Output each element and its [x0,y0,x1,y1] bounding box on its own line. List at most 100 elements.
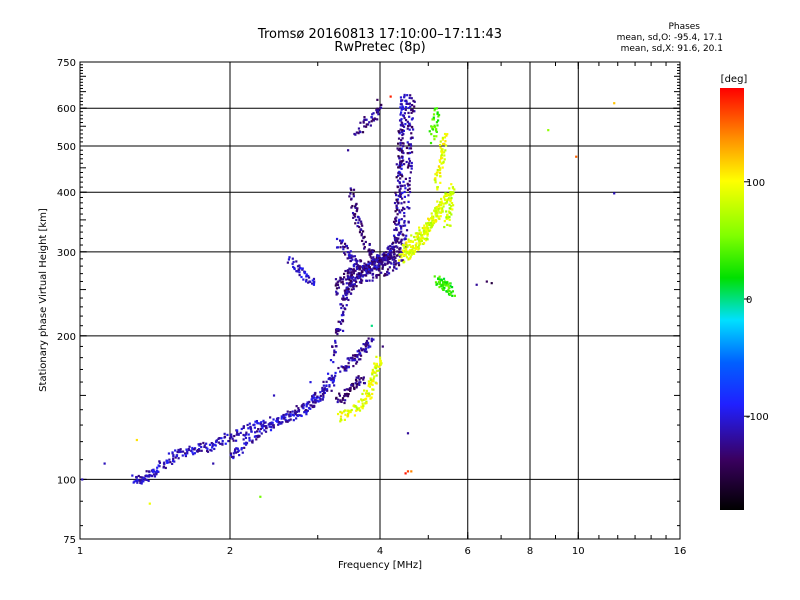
data-point [413,247,416,250]
data-point [186,452,189,455]
data-point [356,264,360,267]
data-point [370,257,373,260]
data-point [398,131,401,134]
data-point [392,245,395,248]
data-point [355,360,359,363]
data-point [451,204,455,207]
data-point [371,392,374,396]
data-point [368,250,371,253]
data-point [400,160,404,163]
data-point [363,118,366,121]
data-point [363,262,366,265]
data-point [361,230,365,233]
data-point [132,481,135,484]
data-point [353,213,357,216]
data-point [312,282,316,285]
data-point [407,194,410,197]
data-point [296,270,299,273]
data-point [288,256,291,259]
data-point [355,263,358,266]
data-point [363,247,366,250]
data-point [435,174,439,177]
data-point [439,181,442,184]
data-point [397,201,400,204]
data-point [350,288,353,291]
data-point [485,280,488,283]
data-point [400,139,403,142]
data-point [103,462,106,465]
data-point [439,146,442,149]
data-point [355,202,358,206]
data-point [445,210,448,213]
data-point [395,205,398,208]
data-point [431,118,434,121]
data-point [445,134,448,137]
data-point [377,265,380,268]
data-point [344,308,347,311]
data-point [365,350,368,353]
data-point [404,237,407,240]
data-point [372,267,375,270]
data-point [305,411,308,414]
data-point [389,255,392,258]
data-point [293,267,296,271]
data-point [334,331,338,334]
data-point [346,251,349,254]
data-point [356,207,359,210]
data-point [391,269,395,272]
data-point [360,347,363,350]
data-point [389,95,392,98]
data-point [426,227,430,230]
data-point [575,155,578,158]
data-point [440,153,443,157]
data-point [371,380,374,383]
data-point [348,282,351,285]
data-point [334,374,337,377]
data-point [337,366,340,370]
data-point [262,423,265,426]
data-point [257,428,260,431]
data-point [447,210,451,213]
data-point [145,470,148,473]
data-point [181,450,185,453]
data-point [334,284,337,287]
data-point [375,374,378,377]
data-point [364,347,368,351]
data-point [171,451,174,454]
data-point [291,257,294,260]
data-point [406,188,410,192]
data-point [355,209,358,213]
data-point [286,261,289,264]
data-point [142,476,145,480]
data-point [411,240,415,243]
data-point [424,237,427,241]
data-point [397,241,401,244]
data-point [334,371,337,375]
data-point [407,207,410,210]
data-point [271,421,274,424]
data-point [361,407,364,410]
data-point [383,253,386,256]
data-point [338,394,342,397]
data-point [444,198,447,202]
data-point [254,420,257,423]
data-point [368,251,371,254]
data-point [355,383,359,386]
data-point [354,378,358,381]
data-point [268,425,271,428]
data-point [442,202,445,205]
data-point [384,263,387,266]
data-point [375,382,378,385]
data-point [352,270,355,273]
data-point [272,426,275,429]
data-point [443,132,447,136]
data-point [331,377,334,380]
data-point [442,277,446,280]
data-point [392,241,395,244]
data-point [372,377,375,380]
data-point [345,293,348,296]
data-point [340,278,343,281]
data-point [435,127,438,131]
data-point [335,330,338,333]
data-point [239,431,242,434]
